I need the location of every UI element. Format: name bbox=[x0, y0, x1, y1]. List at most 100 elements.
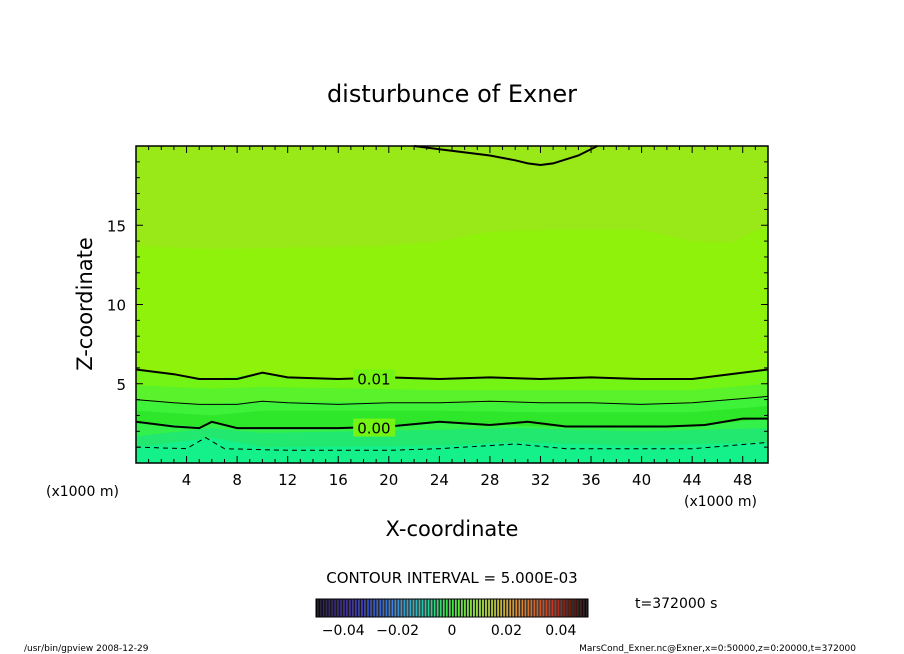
contour-line-1 bbox=[135, 395, 769, 405]
colorbar-stripe bbox=[545, 599, 548, 617]
colorbar-stripe bbox=[569, 599, 572, 617]
colorbar-stripe bbox=[379, 599, 382, 617]
colorbar-gap bbox=[511, 599, 513, 617]
colorbar-stripe bbox=[325, 599, 327, 617]
y-ticks: 5 10 15 bbox=[107, 145, 768, 464]
colorbar-gap bbox=[441, 599, 443, 617]
filled-bands bbox=[136, 146, 768, 463]
colorbar-gap bbox=[532, 599, 534, 617]
colorbar-gap bbox=[335, 599, 338, 617]
colorbar-gap bbox=[574, 599, 576, 617]
colorbar-gap bbox=[489, 599, 492, 617]
colorbar-stripe bbox=[367, 599, 370, 617]
colorbar-gap bbox=[505, 599, 507, 617]
colorbar-gap bbox=[399, 599, 401, 617]
colorbar-stripe bbox=[349, 599, 351, 617]
colorbar-gap bbox=[492, 599, 495, 617]
colorbar-stripe bbox=[397, 599, 400, 617]
colorbar-stripe bbox=[436, 599, 439, 617]
colorbar-gap bbox=[486, 599, 489, 617]
colorbar-gap bbox=[423, 599, 425, 617]
colorbar-gap bbox=[378, 599, 380, 617]
colorbar-gap bbox=[396, 599, 398, 617]
x-tick-label: 40 bbox=[632, 471, 651, 489]
colorbar-stripe bbox=[536, 599, 539, 617]
colorbar-gap bbox=[544, 599, 546, 617]
colorbar-gap bbox=[514, 599, 516, 617]
colorbar-stripe bbox=[364, 599, 367, 617]
colorbar-stripe bbox=[578, 599, 581, 617]
colorbar-gap bbox=[341, 599, 344, 617]
colorbar-gap bbox=[414, 599, 416, 617]
colorbar-stripe bbox=[343, 599, 345, 617]
colorbar-stripe bbox=[500, 599, 503, 617]
contour-interval-label: CONTOUR INTERVAL = 5.000E-03 bbox=[326, 569, 577, 587]
colorbar-stripe bbox=[322, 599, 324, 617]
colorbar-gap bbox=[453, 599, 456, 617]
colorbar-stripe bbox=[509, 599, 512, 617]
colorbar-stripe bbox=[548, 599, 551, 617]
x-tick-label: 48 bbox=[733, 471, 752, 489]
colorbar-gap bbox=[502, 599, 504, 617]
colorbar-stripe bbox=[572, 599, 575, 617]
colorbar-stripe bbox=[527, 599, 530, 617]
colorbar-gap bbox=[477, 599, 480, 617]
colorbar-stripe bbox=[533, 599, 536, 617]
colorbar-stripe bbox=[391, 599, 394, 617]
colorbar-gap bbox=[417, 599, 419, 617]
colorbar-gap bbox=[580, 599, 582, 617]
contour-labels: 0.01 0.00 bbox=[353, 369, 396, 438]
colorbar-stripe bbox=[439, 599, 442, 617]
colorbar-gap bbox=[393, 599, 395, 617]
colorbar-stripe bbox=[464, 599, 466, 617]
x-tick-label: 16 bbox=[329, 471, 348, 489]
colorbar-stripe bbox=[488, 599, 490, 617]
colorbar-stripe bbox=[331, 599, 333, 617]
colorbar-gap bbox=[565, 599, 567, 617]
colorbar-ticks: −0.04 −0.02 0 0.02 0.04 bbox=[322, 623, 577, 639]
colorbar-gap bbox=[483, 599, 486, 617]
colorbar-tick-label: 0 bbox=[448, 623, 457, 639]
y-axis-label: Z-coordinate bbox=[73, 237, 97, 371]
y-tick-label: 5 bbox=[116, 376, 126, 394]
colorbar-gap bbox=[480, 599, 483, 617]
colorbar-gap bbox=[568, 599, 570, 617]
colorbar-gap bbox=[338, 599, 341, 617]
colorbar-gap bbox=[535, 599, 537, 617]
colorbar-gap bbox=[435, 599, 437, 617]
colorbar-gap bbox=[426, 599, 428, 617]
colorbar-tick-label: 0.02 bbox=[491, 623, 522, 639]
colorbar-gap bbox=[347, 599, 350, 617]
colorbar-gap bbox=[432, 599, 434, 617]
footer-right: MarsCond_Exner.nc@Exner,x=0:50000,z=0:20… bbox=[579, 644, 856, 654]
contour-line-0 bbox=[135, 368, 769, 381]
colorbar-gap bbox=[320, 599, 323, 617]
x-tick-label: 8 bbox=[232, 471, 242, 489]
colorbar-stripe bbox=[385, 599, 388, 617]
colorbar-frame bbox=[315, 598, 589, 618]
colorbar-gap bbox=[520, 599, 522, 617]
x-tick-label: 4 bbox=[182, 471, 192, 489]
colorbar-stripe bbox=[584, 599, 587, 617]
colorbar-stripe bbox=[512, 599, 515, 617]
colorbar-gap bbox=[553, 599, 555, 617]
colorbar-stripe bbox=[524, 599, 527, 617]
colorbar-stripe bbox=[530, 599, 533, 617]
colorbar-tick-label: 0.04 bbox=[545, 623, 576, 639]
x-tick-label: 36 bbox=[581, 471, 600, 489]
colorbar-gap bbox=[447, 599, 449, 617]
y-tick-label: 15 bbox=[107, 217, 126, 235]
contour-line-3 bbox=[135, 437, 769, 451]
colorbar-stripe bbox=[382, 599, 385, 617]
colorbar-stripe bbox=[503, 599, 506, 617]
colorbar-stripe bbox=[445, 599, 448, 617]
colorbar-gap bbox=[456, 599, 459, 617]
colorbar-gap bbox=[508, 599, 510, 617]
colorbar-gap bbox=[529, 599, 531, 617]
colorbar-gap bbox=[353, 599, 356, 617]
colorbar-stripe bbox=[518, 599, 521, 617]
colorbar-stripe bbox=[461, 599, 463, 617]
colorbar-stripe bbox=[373, 599, 376, 617]
